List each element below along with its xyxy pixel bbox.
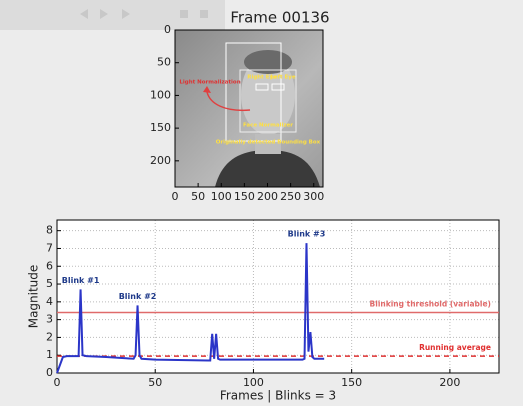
x-tick-label: 0 <box>172 190 179 203</box>
toolbar <box>0 0 225 30</box>
reference-label: Running average <box>419 343 491 352</box>
reference-label: Blinking threshold (variable) <box>370 300 491 309</box>
blink-label: Blink #1 <box>62 276 100 285</box>
y-tick-label: 3 <box>46 313 53 326</box>
x-tick-label: 100 <box>243 376 264 389</box>
x-tick-label: 250 <box>280 190 301 203</box>
y-tick-label: 4 <box>46 295 53 308</box>
annotation: Face Normalizer <box>243 123 293 129</box>
x-tick-label: 150 <box>234 190 255 203</box>
photo <box>175 30 323 187</box>
image-title: Frame 00136 <box>230 9 329 27</box>
x-tick-label: 150 <box>341 376 362 389</box>
y-tick-label: 6 <box>46 259 53 272</box>
y-tick-label: 50 <box>157 56 171 69</box>
x-axis-label: Frames | Blinks = 3 <box>220 389 336 403</box>
x-tick-label: 200 <box>439 376 460 389</box>
annotation: Originally detected Bounding Box <box>216 140 321 146</box>
y-tick-label: 150 <box>150 121 171 134</box>
x-tick-label: 50 <box>191 190 205 203</box>
y-axis-label: Magnitude <box>27 265 41 329</box>
y-tick-label: 200 <box>150 154 171 167</box>
x-tick-label: 100 <box>211 190 232 203</box>
figure: Frame 00136 0501001502002503000501001502… <box>0 0 523 406</box>
y-tick-label: 2 <box>46 330 53 343</box>
y-tick-label: 8 <box>46 224 53 237</box>
blink-label: Blink #3 <box>288 230 326 239</box>
annotation: Light Normalization <box>179 80 240 86</box>
y-tick-label: 5 <box>46 277 53 290</box>
x-tick-label: 300 <box>303 190 324 203</box>
x-tick-label: 0 <box>54 376 61 389</box>
x-tick-label: 200 <box>257 190 278 203</box>
y-tick-label: 100 <box>150 88 171 101</box>
y-tick-label: 7 <box>46 241 53 254</box>
blink-label: Blink #2 <box>119 292 157 301</box>
y-tick-label: 0 <box>46 366 53 379</box>
y-tick-label: 1 <box>46 348 53 361</box>
x-tick-label: 50 <box>148 376 162 389</box>
annotation: Left Eye <box>270 75 296 81</box>
y-tick-label: 0 <box>164 23 171 36</box>
